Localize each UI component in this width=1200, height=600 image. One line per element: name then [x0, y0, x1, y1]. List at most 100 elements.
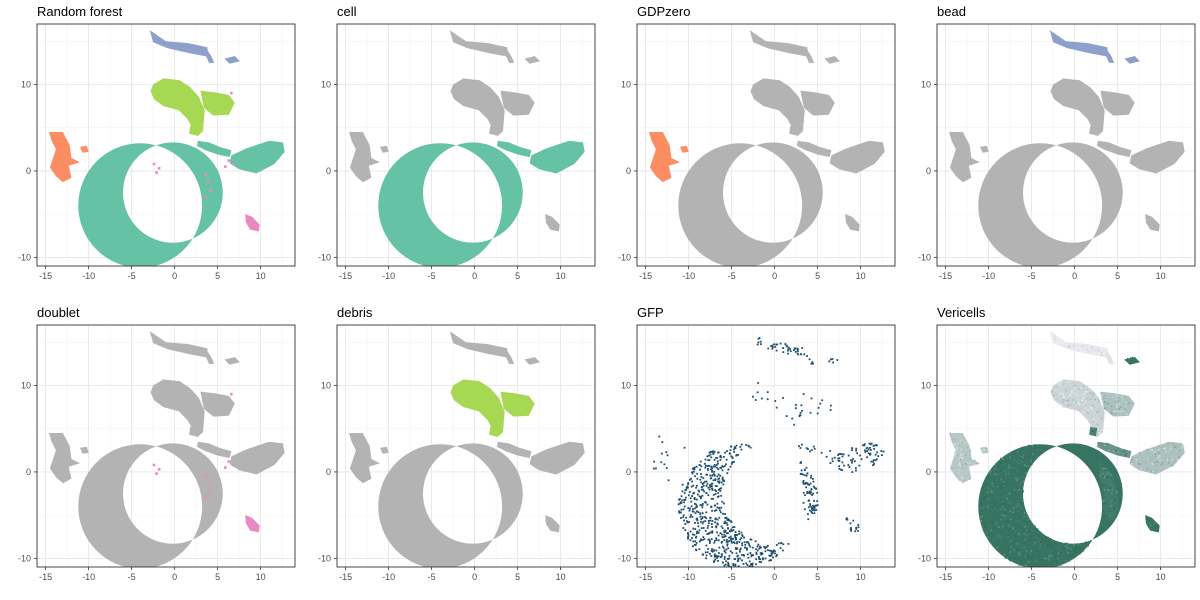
- cell-point: [999, 518, 1002, 521]
- cell-point: [1090, 433, 1093, 436]
- cell-point: [860, 458, 863, 461]
- cell-point: [711, 482, 714, 485]
- cell-point: [1089, 347, 1092, 349]
- x-tick-label: 10: [256, 271, 266, 281]
- cell-point: [968, 477, 971, 480]
- cell-point: [1023, 464, 1026, 466]
- cell-point: [1027, 464, 1030, 467]
- cell-point: [816, 491, 819, 494]
- cell-point: [851, 447, 854, 450]
- x-tick-label: 0: [172, 271, 177, 281]
- cell-point: [1027, 534, 1030, 537]
- cell-point: [705, 511, 708, 514]
- y-tick-label: 0: [26, 467, 31, 477]
- cell-point: [1110, 405, 1113, 408]
- cell-point: [1065, 545, 1067, 548]
- cell-point: [693, 502, 696, 505]
- cell-point: [1014, 477, 1017, 480]
- cell-point: [1024, 545, 1026, 548]
- cell-point: [1076, 394, 1079, 397]
- cell-point: [1036, 529, 1039, 532]
- cell-point: [1127, 404, 1130, 407]
- cell-point: [995, 513, 998, 516]
- y-tick-label: 10: [321, 381, 331, 391]
- panel-border: [36, 23, 296, 267]
- cell-point: [731, 541, 733, 544]
- cluster-c5: [752, 382, 803, 426]
- cell-point: [677, 503, 680, 506]
- cell-point: [789, 350, 792, 353]
- speck-point: [204, 173, 207, 176]
- cell-point: [1021, 456, 1024, 459]
- cell-point: [988, 524, 991, 527]
- cell-point: [1029, 558, 1032, 561]
- cell-point: [734, 534, 737, 536]
- cell-point: [700, 520, 702, 523]
- cell-point: [708, 464, 710, 467]
- cell-point: [749, 538, 752, 541]
- cluster-c6: [200, 391, 235, 417]
- x-tick-label: -10: [682, 572, 695, 582]
- cell-point: [804, 494, 806, 497]
- cell-point: [1009, 545, 1011, 547]
- cluster-c13: [789, 126, 797, 136]
- cell-point: [1033, 528, 1036, 531]
- cell-point: [767, 544, 769, 547]
- cell-point: [667, 479, 670, 482]
- cell-point: [1009, 480, 1012, 482]
- cell-point: [682, 514, 685, 517]
- cell-point: [1000, 457, 1002, 460]
- cell-point: [678, 511, 681, 514]
- cell-point: [726, 543, 729, 546]
- cell-point: [1038, 548, 1040, 551]
- cell-point: [1102, 394, 1105, 397]
- cell-point: [741, 542, 744, 545]
- cell-point: [1108, 517, 1110, 520]
- cell-point: [1103, 496, 1106, 499]
- cell-point: [1055, 556, 1057, 559]
- cell-point: [700, 488, 703, 491]
- cell-point: [1153, 522, 1156, 524]
- cell-point: [1104, 472, 1107, 475]
- cell-point: [1103, 484, 1105, 487]
- cell-point: [1102, 429, 1104, 432]
- cell-point: [1100, 442, 1103, 445]
- cell-point: [1069, 394, 1072, 397]
- cell-point: [845, 517, 848, 520]
- cell-point: [1026, 528, 1028, 531]
- y-tick-label: 0: [626, 467, 631, 477]
- cell-point: [726, 538, 728, 541]
- cell-point: [716, 506, 719, 509]
- cell-point: [697, 525, 700, 528]
- panel-title: doublet: [37, 305, 80, 320]
- cluster-c1: [378, 443, 523, 567]
- y-tick-label: -10: [318, 553, 331, 563]
- cell-point: [711, 548, 713, 550]
- cluster-c13: [189, 126, 197, 136]
- cell-point: [816, 500, 819, 503]
- cluster-c12-speckle: [982, 446, 988, 451]
- cell-point: [715, 526, 718, 529]
- cell-point: [768, 554, 771, 557]
- speck-point: [155, 171, 158, 174]
- cell-point: [727, 468, 730, 471]
- cell-point: [1013, 534, 1015, 536]
- cell-point: [1086, 390, 1089, 393]
- cell-point: [1040, 565, 1043, 567]
- cell-point: [770, 559, 772, 562]
- cell-point: [968, 448, 971, 451]
- cell-point: [1057, 541, 1060, 544]
- cell-point: [1003, 511, 1006, 514]
- cell-point: [706, 469, 709, 471]
- cell-point: [1009, 483, 1011, 486]
- cell-point: [716, 531, 718, 534]
- cell-point: [686, 521, 689, 524]
- cell-point: [1094, 428, 1096, 431]
- cell-point: [1142, 453, 1145, 455]
- cell-point: [1108, 510, 1110, 512]
- cell-point: [714, 485, 717, 487]
- cell-point: [701, 506, 704, 509]
- cell-point: [1115, 511, 1118, 513]
- cluster-c9-speckle: [1110, 360, 1114, 365]
- cell-point: [990, 532, 993, 535]
